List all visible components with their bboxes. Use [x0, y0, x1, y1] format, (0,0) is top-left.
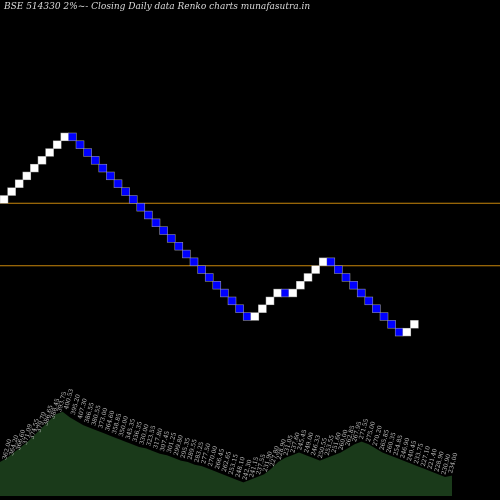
brick-down-13 [98, 163, 108, 173]
brick-down-29 [220, 288, 229, 298]
brick-down-12 [90, 156, 100, 165]
brick-up-53 [402, 327, 412, 337]
brick-down-32 [242, 312, 252, 321]
brick-down-16 [121, 187, 130, 196]
brick-down-28 [212, 281, 222, 290]
brick-down-23 [174, 242, 184, 251]
chart-title: BSE 514330 2%~- Closing Daily data Renko… [4, 2, 311, 12]
brick-down-49 [372, 304, 381, 313]
brick-down-15 [113, 179, 123, 188]
brick-down-51 [387, 320, 396, 329]
brick-down-26 [197, 265, 206, 274]
volume-area [0, 411, 452, 496]
brick-down-44 [334, 265, 343, 274]
brick-up-54 [410, 320, 419, 329]
brick-down-25 [189, 257, 199, 266]
brick-up-40 [303, 273, 313, 282]
brick-down-50 [379, 312, 389, 321]
brick-down-37 [280, 288, 290, 298]
brick-down-9 [68, 132, 77, 142]
brick-down-21 [159, 226, 168, 235]
brick-up-4 [30, 163, 39, 173]
brick-up-33 [250, 312, 260, 321]
brick-up-3 [22, 171, 32, 181]
brick-down-45 [341, 273, 351, 282]
brick-down-19 [144, 210, 153, 220]
brick-down-27 [204, 273, 214, 282]
brick-down-22 [166, 234, 176, 243]
brick-down-47 [356, 288, 366, 298]
brick-down-30 [227, 296, 237, 306]
brick-up-38 [288, 288, 298, 298]
brick-down-31 [235, 304, 244, 313]
brick-down-10 [75, 140, 85, 149]
brick-down-46 [349, 281, 358, 290]
brick-down-52 [394, 327, 404, 337]
brick-up-39 [296, 281, 305, 290]
brick-down-48 [364, 296, 374, 306]
brick-up-36 [273, 288, 282, 298]
brick-down-11 [83, 148, 92, 157]
brick-up-1 [7, 187, 16, 196]
brick-up-42 [318, 257, 328, 266]
brick-up-0 [0, 195, 9, 204]
brick-up-34 [258, 304, 267, 313]
brick-down-17 [128, 195, 138, 204]
brick-up-35 [265, 296, 275, 306]
brick-up-8 [60, 132, 70, 142]
brick-up-2 [14, 179, 24, 188]
brick-down-18 [136, 203, 146, 212]
brick-up-7 [52, 140, 62, 149]
brick-up-41 [311, 265, 320, 274]
brick-down-20 [151, 218, 161, 227]
brick-down-43 [326, 257, 336, 266]
brick-down-24 [182, 249, 191, 259]
brick-up-5 [37, 156, 47, 165]
brick-down-14 [106, 171, 115, 181]
brick-up-6 [45, 148, 54, 157]
